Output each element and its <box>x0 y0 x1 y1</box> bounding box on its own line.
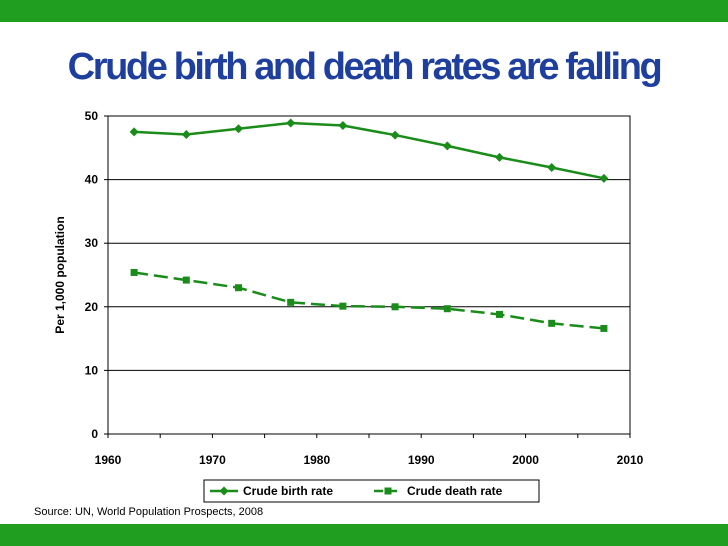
crude-birth-rate-point <box>181 129 191 139</box>
crude-death-rate-point <box>287 298 295 306</box>
legend-marker-crude-death-rate <box>384 487 392 495</box>
x-tick-label: 1980 <box>303 453 330 467</box>
y-tick-label: 10 <box>85 363 99 377</box>
top-green-bar <box>0 0 728 22</box>
crude-birth-rate-point <box>390 130 400 140</box>
crude-death-rate-point <box>548 319 556 327</box>
source-note: Source: UN, World Population Prospects, … <box>34 506 264 518</box>
crude-birth-rate-point <box>286 118 296 128</box>
bottom-green-bar <box>0 524 728 546</box>
crude-birth-rate-point <box>495 152 504 162</box>
crude-birth-rate-point <box>338 121 348 131</box>
crude-death-rate-point <box>496 310 503 318</box>
x-tick-label: 2000 <box>512 453 539 467</box>
page-title: Crude birth and death rates are falling <box>67 46 663 88</box>
series-layer <box>129 118 609 332</box>
gridlines <box>108 179 630 371</box>
crude-birth-rate-point <box>599 173 609 183</box>
x-tick-label: 1990 <box>408 453 435 467</box>
crude-birth-rate-point <box>442 141 452 151</box>
x-tick-label: 1960 <box>95 453 122 467</box>
y-tick-label: 50 <box>85 109 99 123</box>
legend-marker-crude-birth-rate <box>219 486 229 496</box>
legend-box <box>203 479 540 503</box>
y-tick-label: 30 <box>85 236 99 250</box>
y-axis-ticks: 0 10 20 30 40 50 <box>85 109 108 441</box>
crude-death-rate-point <box>182 276 190 284</box>
crude-death-rate-point <box>130 268 138 276</box>
crude-death-rate-point <box>391 303 399 311</box>
legend-label-crude-birth-rate: Crude birth rate <box>243 484 333 498</box>
y-axis-label: Per 1,000 population <box>53 216 67 333</box>
x-axis-ticks: 1960 1970 1980 1990 2000 2010 <box>95 434 644 467</box>
y-tick-label: 0 <box>91 427 98 441</box>
crude-death-rate-point <box>339 302 347 310</box>
crude-birth-rate-line <box>134 121 605 180</box>
crude-death-rate-point <box>235 284 242 292</box>
x-tick-label: 1970 <box>199 453 226 467</box>
legend: Crude birth rate Crude death rate <box>203 479 540 503</box>
crude-birth-rate-point <box>129 127 139 137</box>
crude-death-rate-point <box>600 324 608 332</box>
y-tick-label: 20 <box>85 300 99 314</box>
y-tick-label: 40 <box>85 173 99 187</box>
crude-birth-rate-point <box>234 124 243 134</box>
crude-death-rate-point <box>443 305 451 313</box>
crude-birth-rate-point <box>547 163 557 173</box>
plot-area <box>107 115 631 435</box>
x-tick-label: 2010 <box>617 453 644 467</box>
legend-label-crude-death-rate: Crude death rate <box>407 484 503 498</box>
